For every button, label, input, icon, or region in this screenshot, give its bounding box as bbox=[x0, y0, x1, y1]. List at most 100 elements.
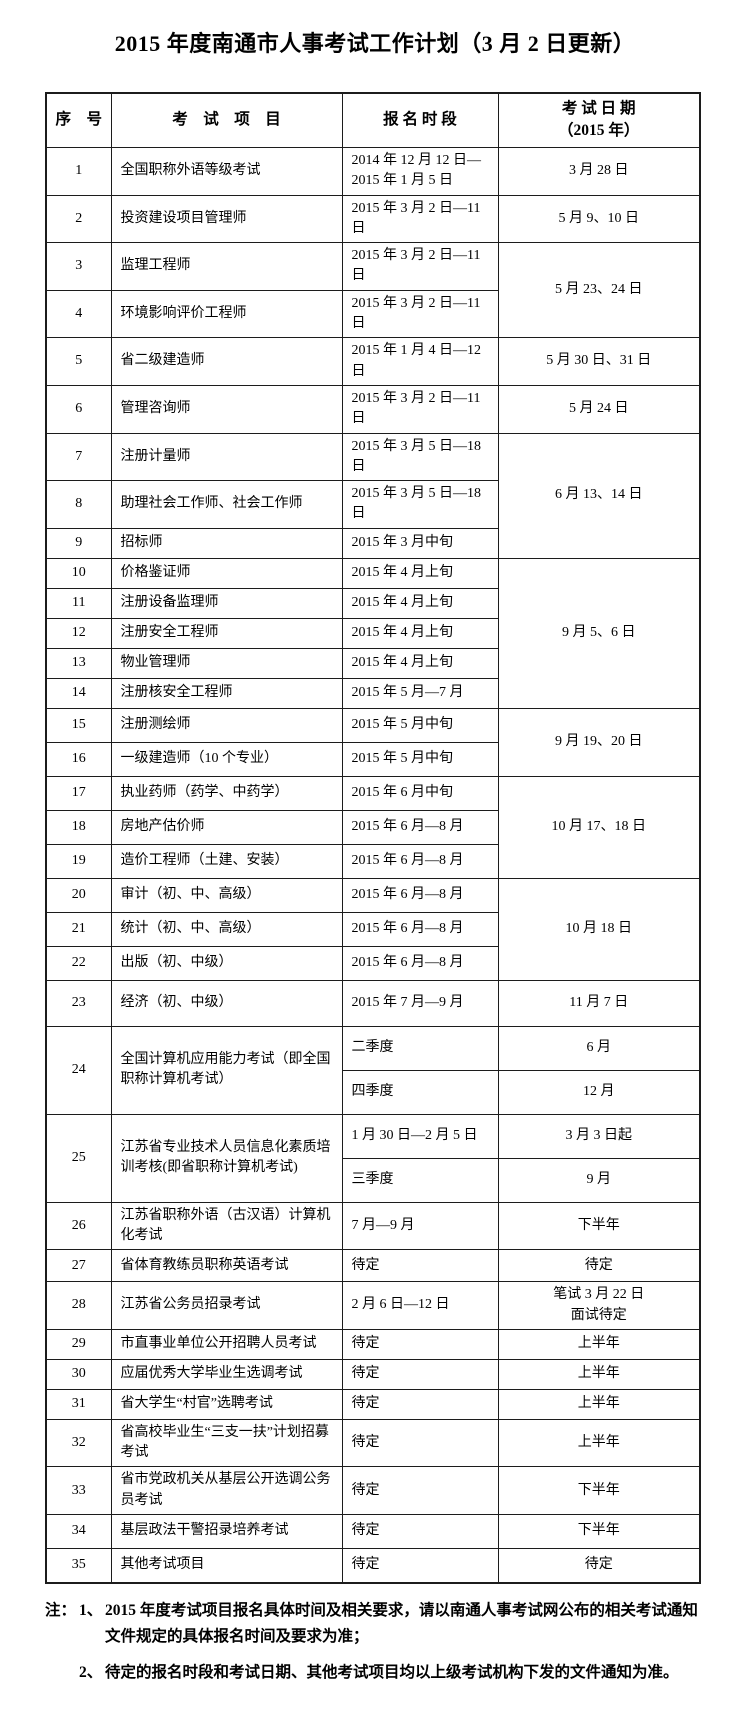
cell-num: 2 bbox=[45, 194, 112, 244]
column-header-row: 序 号考 试 项 目报 名 时 段考 试 日 期 （2015 年） bbox=[45, 92, 701, 148]
table-row: 8 助理社会工作师、社会工作师 2015 年 3 月 5 日—18 日 bbox=[45, 480, 700, 529]
cell-num: 8 bbox=[45, 480, 112, 529]
cell-reg: 2 月 6 日—12 日 bbox=[341, 1281, 499, 1330]
table-row: 20 审计（初、中、高级） 2015 年 6 月—8 月 10 月 18 日 bbox=[45, 877, 701, 981]
cell-reg: 2015 年 4 月上旬 bbox=[341, 647, 499, 679]
cell-reg: 待定 bbox=[341, 1358, 499, 1390]
cell-reg: 2015 年 6 月—8 月 bbox=[341, 911, 499, 947]
table-row: 32 省高校毕业生“三支一扶”计划招募考试 待定 上半年 bbox=[45, 1418, 701, 1468]
cell-date: 5 月 30 日、31 日 bbox=[497, 337, 701, 386]
cell-project: 全国计算机应用能力考试（即全国职称计算机考试） bbox=[110, 1025, 343, 1115]
cell-project: 统计（初、中、高级） bbox=[110, 911, 343, 947]
cell-date: 5 月 24 日 bbox=[497, 384, 701, 434]
note-text: 2015 年度考试项目报名具体时间及相关要求，请以南通人事考试网公布的相关考试通… bbox=[105, 1601, 698, 1645]
cell-date: 5 月 23、24 日 bbox=[497, 242, 701, 339]
cell-num: 10 bbox=[45, 557, 112, 589]
notes-label: 注： bbox=[45, 1601, 77, 1619]
cell-project: 其他考试项目 bbox=[110, 1548, 343, 1584]
cell-reg: 四季度 bbox=[341, 1069, 499, 1115]
cell-project: 招标师 bbox=[110, 527, 343, 559]
cell-num: 5 bbox=[45, 337, 112, 386]
cell-num: 22 bbox=[45, 945, 112, 981]
cell-num: 25 bbox=[45, 1113, 112, 1203]
cell-num: 14 bbox=[45, 677, 112, 709]
cell-project: 注册核安全工程师 bbox=[110, 677, 343, 709]
cell-reg: 2015 年 3 月中旬 bbox=[341, 527, 499, 559]
cell-date: 9 月 19、20 日 bbox=[497, 707, 701, 777]
note-item: 1、 2015 年度考试项目报名具体时间及相关要求，请以南通人事考试网公布的相关考… bbox=[79, 1598, 705, 1651]
table-row: 29 市直事业单位公开招聘人员考试 待定 上半年 bbox=[45, 1328, 701, 1360]
cell-reg: 1 月 30 日—2 月 5 日 bbox=[341, 1113, 499, 1159]
cell-date: 11 月 7 日 bbox=[497, 979, 701, 1027]
cell-reg: 2015 年 6 月中旬 bbox=[341, 775, 499, 811]
note-item: 2、 待定的报名时段和考试日期、其他考试项目均以上级考试机构下发的文件通知为准。 bbox=[79, 1660, 705, 1686]
cell-date: 待定 bbox=[497, 1249, 701, 1283]
cell-project: 出版（初、中级） bbox=[110, 945, 343, 981]
cell-reg: 2015 年 7 月—9 月 bbox=[341, 979, 499, 1027]
cell-project: 省高校毕业生“三支一扶”计划招募考试 bbox=[110, 1418, 343, 1468]
cell-project: 江苏省公务员招录考试 bbox=[110, 1281, 343, 1330]
table-row: 10 价格鉴证师 2015 年 4 月上旬 9 月 5、6 日 bbox=[45, 557, 701, 709]
cell-project: 省大学生“村官”选聘考试 bbox=[110, 1388, 343, 1420]
table-row: 31 省大学生“村官”选聘考试 待定 上半年 bbox=[45, 1388, 701, 1420]
cell-num: 16 bbox=[45, 741, 112, 777]
table-row: 18 房地产估价师 2015 年 6 月—8 月 bbox=[45, 809, 700, 845]
table-row: 15 注册测绘师 2015 年 5 月中旬 9 月 19、20 日 bbox=[45, 707, 701, 777]
cell-reg: 2015 年 3 月 5 日—18 日 bbox=[341, 432, 499, 482]
cell-date: 下半年 bbox=[497, 1514, 701, 1550]
cell-num: 19 bbox=[45, 843, 112, 879]
cell-reg: 2015 年 4 月上旬 bbox=[341, 617, 499, 649]
table-row: 11 注册设备监理师 2015 年 4 月上旬 bbox=[45, 587, 700, 619]
column-header: 序 号 bbox=[45, 92, 112, 148]
table-row: 13 物业管理师 2015 年 4 月上旬 bbox=[45, 647, 700, 679]
column-header: 报 名 时 段 bbox=[341, 92, 499, 148]
page-title: 2015 年度南通市人事考试工作计划（3 月 2 日更新） bbox=[114, 31, 636, 56]
table-row: 14 注册核安全工程师 2015 年 5 月—7 月 bbox=[45, 677, 700, 709]
cell-num: 26 bbox=[45, 1201, 112, 1251]
cell-project: 审计（初、中、高级） bbox=[110, 877, 343, 913]
table-row: 26 江苏省职称外语（古汉语）计算机化考试 7 月—9 月下半年 bbox=[45, 1201, 701, 1251]
cell-reg: 2015 年 6 月—8 月 bbox=[341, 877, 499, 913]
note-number: 2、 bbox=[79, 1664, 103, 1682]
table-row: 25 江苏省专业技术人员信息化素质培训考核(即省职称计算机考试) 1 月 30 日—… bbox=[45, 1113, 701, 1203]
cell-num: 31 bbox=[45, 1388, 112, 1420]
cell-reg: 2015 年 3 月 2 日—11 日 bbox=[341, 384, 499, 434]
cell-project: 助理社会工作师、社会工作师 bbox=[110, 480, 343, 529]
cell-project: 全国职称外语等级考试 bbox=[110, 146, 343, 196]
table-row: 30 应届优秀大学毕业生选调考试 待定 上半年 bbox=[45, 1358, 701, 1390]
cell-reg: 2015 年 1 月 4 日—12 日 bbox=[341, 337, 499, 386]
cell-date: 上半年 bbox=[497, 1328, 701, 1360]
cell-date: 9 月 5、6 日 bbox=[497, 557, 701, 709]
cell-reg: 2015 年 4 月上旬 bbox=[341, 557, 499, 589]
cell-num: 29 bbox=[45, 1328, 112, 1360]
cell-reg: 待定 bbox=[341, 1388, 499, 1420]
cell-project: 造价工程师（土建、安装） bbox=[110, 843, 343, 879]
table-row: 1 全国职称外语等级考试 2014 年 12 月 12 日—2015 年 1 月 5… bbox=[45, 146, 701, 196]
cell-num: 35 bbox=[45, 1548, 112, 1584]
table-row: 22 出版（初、中级） 2015 年 6 月—8 月 bbox=[45, 945, 700, 981]
table-row: 33 省市党政机关从基层公开选调公务员考试 待定 下半年 bbox=[45, 1466, 701, 1516]
cell-reg: 待定 bbox=[341, 1249, 499, 1283]
cell-date: 12 月 bbox=[497, 1069, 701, 1115]
cell-date: 上半年 bbox=[497, 1358, 701, 1390]
cell-date: 9 月 bbox=[497, 1157, 701, 1203]
cell-project: 价格鉴证师 bbox=[110, 557, 343, 589]
cell-reg: 2015 年 4 月上旬 bbox=[341, 587, 499, 619]
column-header: 考 试 日 期 （2015 年） bbox=[497, 92, 701, 148]
cell-reg: 2015 年 6 月—8 月 bbox=[341, 809, 499, 845]
cell-num: 17 bbox=[45, 775, 112, 811]
cell-date: 6 月 13、14 日 bbox=[497, 432, 701, 559]
notes-list: 1、 2015 年度考试项目报名具体时间及相关要求，请以南通人事考试网公布的相关考… bbox=[79, 1598, 705, 1697]
table-row: 四季度 12 月 bbox=[46, 1069, 701, 1115]
cell-num: 34 bbox=[45, 1514, 112, 1550]
cell-num: 32 bbox=[45, 1418, 112, 1468]
table-row: 34 基层政法干警招录培养考试 待定 下半年 bbox=[45, 1514, 701, 1550]
cell-project: 一级建造师（10 个专业） bbox=[110, 741, 343, 777]
cell-project: 投资建设项目管理师 bbox=[110, 194, 343, 244]
table-row: 16 一级建造师（10 个专业） 2015 年 5 月中旬 bbox=[45, 741, 700, 777]
cell-num: 30 bbox=[45, 1358, 112, 1390]
cell-reg: 待定 bbox=[341, 1514, 499, 1550]
